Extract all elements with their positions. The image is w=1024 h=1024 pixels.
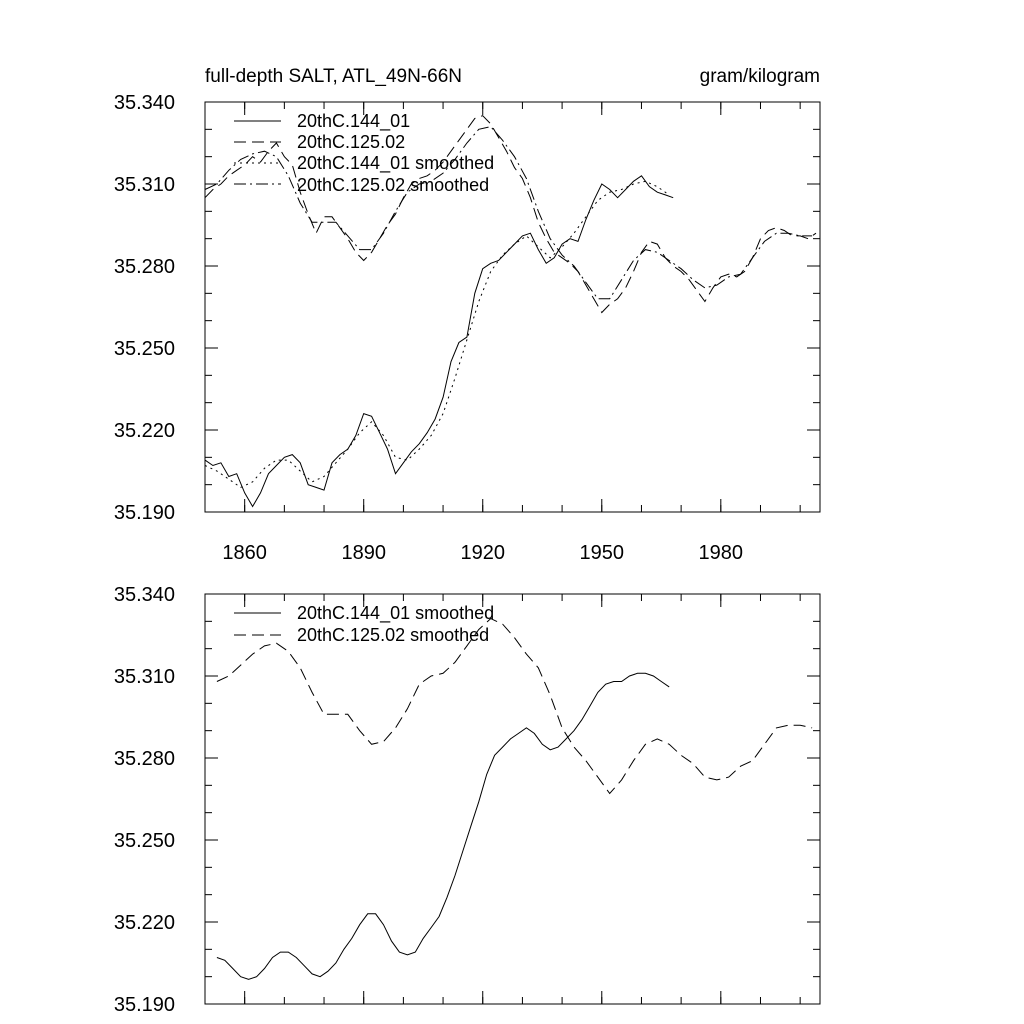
y-tick-label: 35.250 bbox=[114, 338, 175, 360]
y-tick-label: 35.280 bbox=[114, 256, 175, 278]
y-tick-label: 35.220 bbox=[114, 912, 175, 934]
units-label: gram/kilogram bbox=[700, 66, 820, 87]
legend: 20thC.144_01 smoothed 20thC.125.02 smoot… bbox=[234, 603, 494, 645]
x-tick-label: 1980 bbox=[699, 542, 744, 564]
y-tick-label: 35.340 bbox=[114, 584, 175, 606]
series-lines bbox=[204, 115, 817, 508]
series-line-2 bbox=[216, 618, 813, 795]
x-tick-label: 1860 bbox=[222, 542, 267, 564]
y-tick-label: 35.250 bbox=[114, 830, 175, 852]
axis-ticks: 35.340 35.310 35.280 35.250 35.220 35.190 1860… bbox=[114, 92, 820, 564]
bottom-panel: 35.340 35.310 35.280 35.250 35.220 35.190 20t… bbox=[114, 584, 821, 1016]
y-tick-label: 35.310 bbox=[114, 174, 175, 196]
legend-label: 20thC.125.02 bbox=[297, 132, 405, 152]
x-tick-label: 1950 bbox=[580, 542, 625, 564]
y-tick-label: 35.280 bbox=[114, 748, 175, 770]
x-tick-label: 1890 bbox=[341, 542, 386, 564]
series-line-1 bbox=[216, 672, 670, 980]
plot-frame bbox=[204, 593, 821, 1005]
legend-label: 20thC.125.02 smoothed bbox=[297, 625, 489, 645]
x-tick-label: 1920 bbox=[460, 542, 505, 564]
y-tick-label: 35.190 bbox=[114, 502, 175, 524]
legend-label: 20thC.144_01 bbox=[297, 111, 410, 132]
legend: 20thC.144_01 20thC.125.02 20thC.144_01 s… bbox=[234, 111, 494, 195]
series-line-3 bbox=[204, 180, 670, 488]
series-line-1 bbox=[204, 175, 674, 508]
chart-title: full-depth SALT, ATL_49N-66N bbox=[205, 66, 462, 87]
y-tick-label: 35.340 bbox=[114, 92, 175, 114]
top-panel: full-depth SALT, ATL_49N-66N gram/kilogr… bbox=[114, 66, 821, 564]
legend-label: 20thC.144_01 smoothed bbox=[297, 603, 494, 624]
axis-ticks: 35.340 35.310 35.280 35.250 35.220 35.190 bbox=[114, 584, 820, 1016]
plot-frame bbox=[204, 101, 821, 513]
legend-label: 20thC.125.02 smoothed bbox=[297, 175, 489, 195]
y-tick-label: 35.220 bbox=[114, 420, 175, 442]
series-line-2 bbox=[204, 115, 817, 314]
series-lines bbox=[216, 618, 813, 980]
y-tick-label: 35.190 bbox=[114, 994, 175, 1016]
series-line-4 bbox=[204, 126, 813, 300]
y-tick-label: 35.310 bbox=[114, 666, 175, 688]
legend-label: 20thC.144_01 smoothed bbox=[297, 153, 494, 174]
